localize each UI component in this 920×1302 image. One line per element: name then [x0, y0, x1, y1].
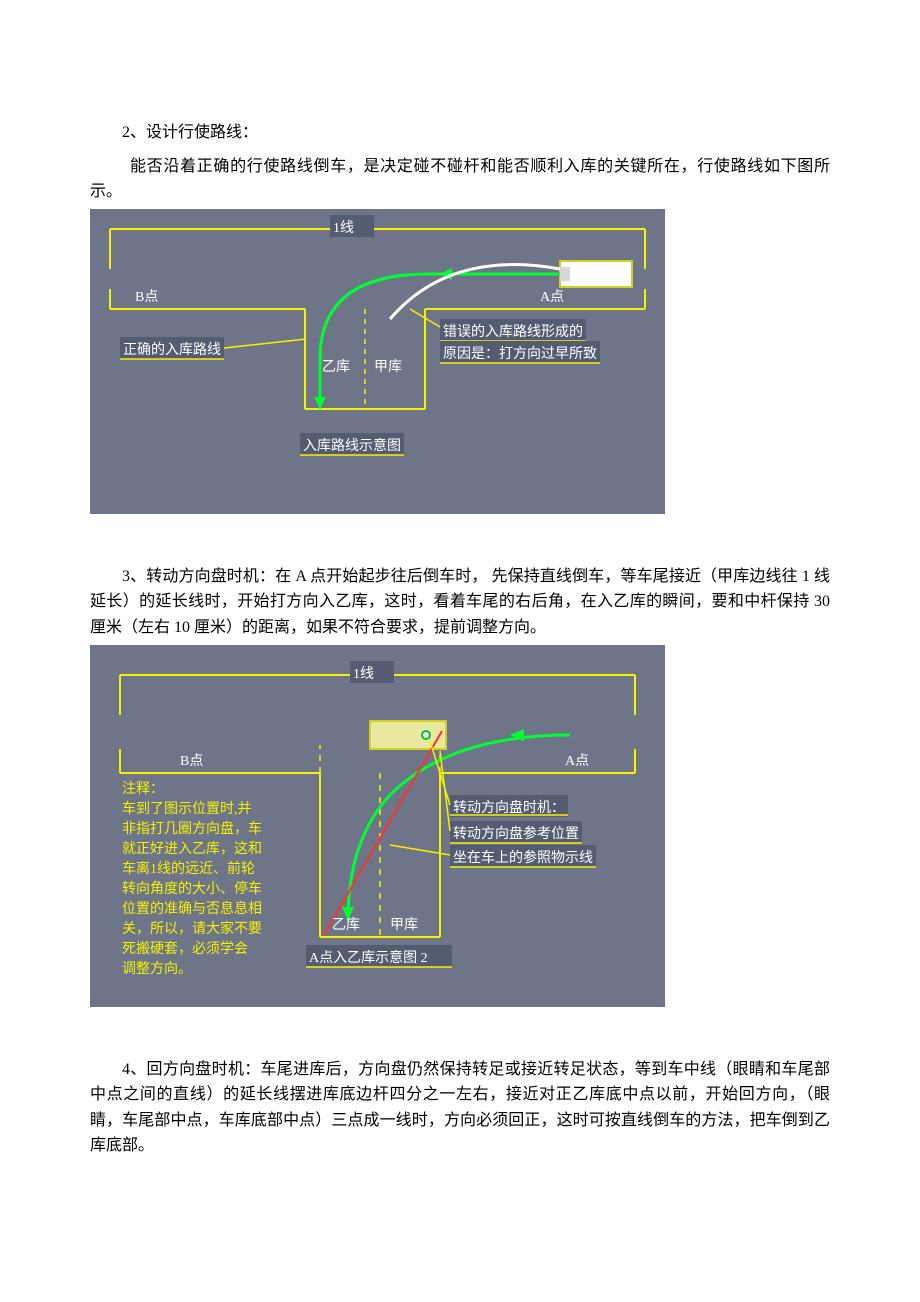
svg-text:1线: 1线: [353, 666, 374, 682]
svg-text:调整方向。: 调整方向。: [122, 961, 192, 977]
svg-text:乙库: 乙库: [332, 917, 360, 933]
svg-text:死搬硬套，必须学会: 死搬硬套，必须学会: [122, 941, 248, 957]
svg-text:乙库: 乙库: [322, 359, 350, 375]
svg-text:坐在车上的参照物示线: 坐在车上的参照物示线: [453, 849, 593, 866]
svg-text:注释：: 注释：: [122, 781, 164, 797]
section-4-body: 4、回方向盘时机：车尾进库后，方向盘仍然保持转足或接近转足状态，等到车中线（眼睛…: [90, 1057, 830, 1159]
svg-text:位置的准确与否息息相: 位置的准确与否息息相: [122, 900, 262, 917]
section-2-body: 能否沿着正确的行使路线倒车，是决定碰不碰杆和能否顺利入库的关键所在，行使路线如下…: [90, 154, 830, 205]
svg-text:就正好进入乙库，这和: 就正好进入乙库，这和: [122, 840, 262, 857]
svg-text:甲库: 甲库: [390, 917, 418, 933]
svg-text:B点: B点: [135, 289, 158, 305]
svg-text:车到了图示位置时,并: 车到了图示位置时,并: [122, 800, 252, 817]
svg-text:A点: A点: [540, 289, 564, 305]
svg-text:原因是：打方向过早所致: 原因是：打方向过早所致: [443, 345, 597, 362]
section-3-body: 3、转动方向盘时机：在 A 点开始起步往后倒车时， 先保持直线倒车，等车尾接近（…: [90, 564, 830, 641]
section-2-heading: 2、设计行使路线：: [90, 120, 830, 146]
diagram-2: 1线 B点 A点注释： 车到了图示位置时,并非指打几圈方向盘，车就正好进入乙库，这和车…: [90, 645, 830, 1007]
svg-text:错误的入库路线形成的: 错误的入库路线形成的: [443, 324, 583, 340]
svg-text:正确的入库路线: 正确的入库路线: [123, 342, 221, 358]
svg-text:1线: 1线: [333, 220, 354, 236]
svg-text:非指打几圈方向盘，车: 非指打几圈方向盘，车: [122, 820, 262, 837]
svg-text:转向角度的大小、停车: 转向角度的大小、停车: [122, 880, 262, 897]
svg-text:转动方向盘参考位置: 转动方向盘参考位置: [453, 825, 579, 842]
svg-text:转动方向盘时机：: 转动方向盘时机：: [453, 799, 565, 816]
svg-text:B点: B点: [180, 753, 203, 769]
svg-text:A点入乙库示意图 2: A点入乙库示意图 2: [309, 949, 428, 966]
svg-text:车离1线的远近、前轮: 车离1线的远近、前轮: [122, 860, 255, 877]
svg-text:甲库: 甲库: [374, 359, 402, 375]
diagram-1: 1线 B点 A点正确的入库路线 错误的入库路线形成的原因是：打方向过早所致乙库 甲库入库…: [90, 209, 830, 514]
svg-text:关，所以，请大家不要: 关，所以，请大家不要: [122, 920, 262, 937]
svg-text:入库路线示意图: 入库路线示意图: [303, 437, 401, 454]
svg-text:A点: A点: [565, 753, 589, 769]
